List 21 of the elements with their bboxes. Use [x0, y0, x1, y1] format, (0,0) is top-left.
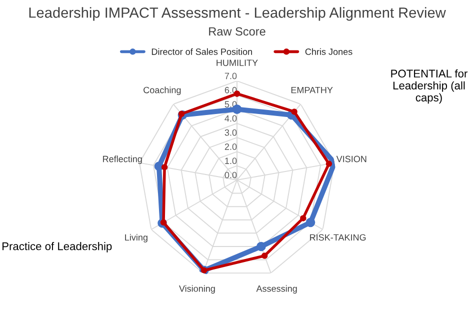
y-tick-label: 2.0 [224, 144, 237, 150]
y-tick-label: 1.0 [225, 158, 237, 164]
spoke-label: VISION [336, 156, 366, 162]
y-tick-label: 7.0 [224, 72, 237, 80]
spoke-label: RISK-TAKING [310, 234, 366, 241]
spoke-label: Living [125, 234, 148, 242]
spoke-label: Reflecting [103, 156, 142, 164]
chart-subtitle: Raw Score [209, 27, 266, 36]
spoke-label: HUMILITY [216, 60, 258, 66]
text: POTENTIAL for Leadership (all caps) [391, 69, 468, 104]
legend-label: Chris Jones [305, 48, 352, 55]
spoke-label: EMPATHY [291, 86, 333, 94]
spoke-label: Assessing [256, 285, 297, 294]
spoke-label: Visioning [178, 285, 215, 294]
y-tick-label: 0.0 [224, 172, 237, 178]
y-tick-label: 4.0 [224, 115, 237, 122]
spoke-label: Coaching [144, 86, 181, 96]
y-tick-label: 3.0 [224, 129, 237, 136]
text: Practice of Leadership [2, 242, 112, 252]
legend-label: Director of Sales Position [152, 48, 252, 55]
chart-title: Leadership IMPACT Assessment - Leadership Alignment Review [29, 7, 446, 21]
